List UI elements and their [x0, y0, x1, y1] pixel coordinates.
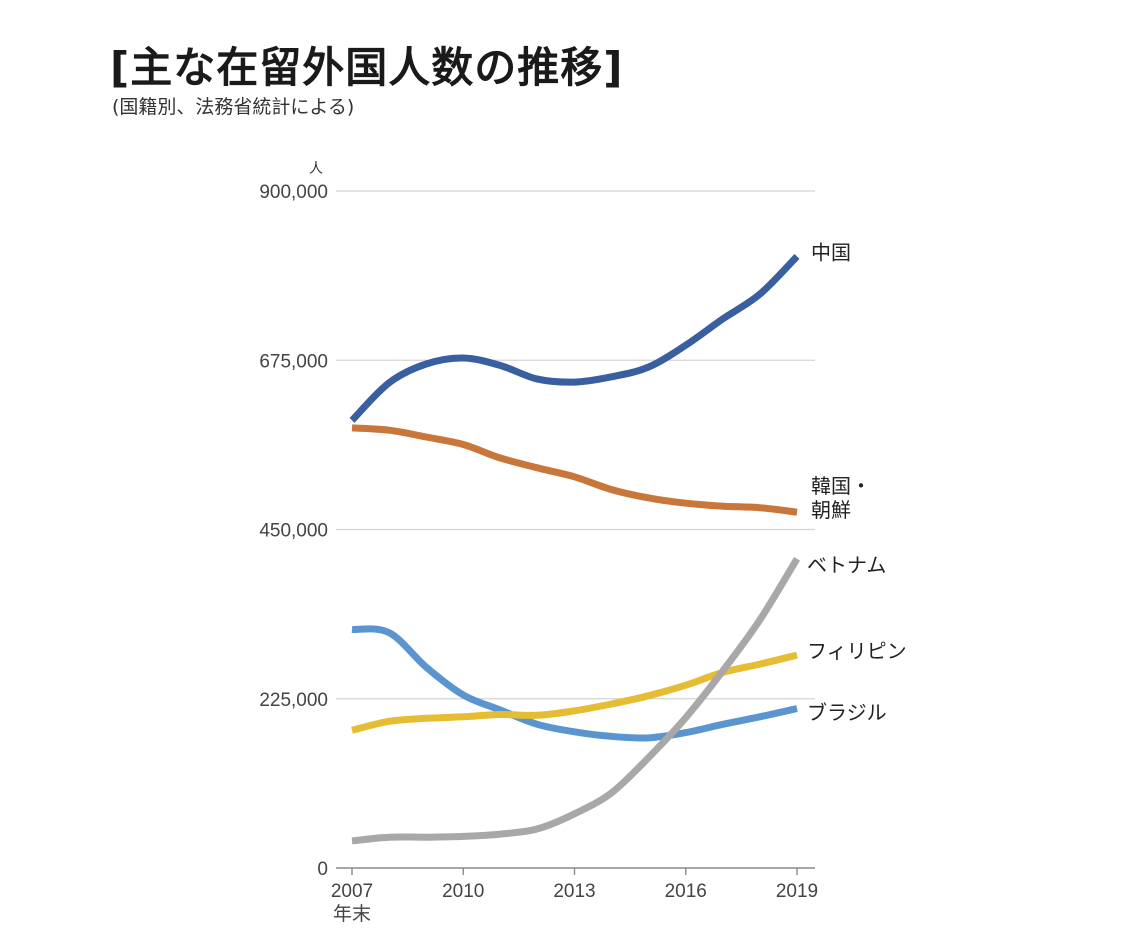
x-axis-unit-label: 年末: [333, 903, 371, 925]
series-label: フィリピン: [807, 639, 907, 663]
series-label: 中国: [811, 240, 851, 264]
label-layer: 0 225,000 450,000 675,000 900,000 人 2007 2010 20…: [259, 161, 906, 925]
y-tick-label: 225,000: [259, 690, 328, 711]
series-label: 朝鮮: [811, 498, 851, 522]
series-line: [351, 424, 798, 516]
chart-title: [主な在留外国人数の推移]: [110, 43, 624, 92]
series-label: ブラジル: [807, 701, 887, 725]
x-tick-label: 2010: [442, 881, 484, 902]
series-label: 韓国・: [811, 474, 871, 498]
series-layer: [349, 253, 800, 845]
y-tick-label: 675,000: [259, 351, 328, 372]
y-tick-label: 900,000: [259, 182, 328, 203]
series-label: ベトナム: [807, 553, 886, 577]
x-tick-label: 2007: [331, 881, 373, 902]
series-line: [351, 556, 800, 845]
x-tick-label: 2016: [665, 881, 707, 902]
y-axis-unit-label: 人: [309, 161, 323, 177]
x-tick-label: 2013: [553, 881, 595, 902]
x-tick-label: 2019: [776, 881, 818, 902]
series-line: [351, 625, 798, 742]
grid-layer: [336, 190, 815, 875]
y-tick-label: 0: [317, 859, 328, 880]
series-line: [349, 253, 800, 423]
y-tick-label: 450,000: [259, 521, 328, 542]
chart-subtitle: (国籍別、法務省統計による): [112, 96, 355, 118]
